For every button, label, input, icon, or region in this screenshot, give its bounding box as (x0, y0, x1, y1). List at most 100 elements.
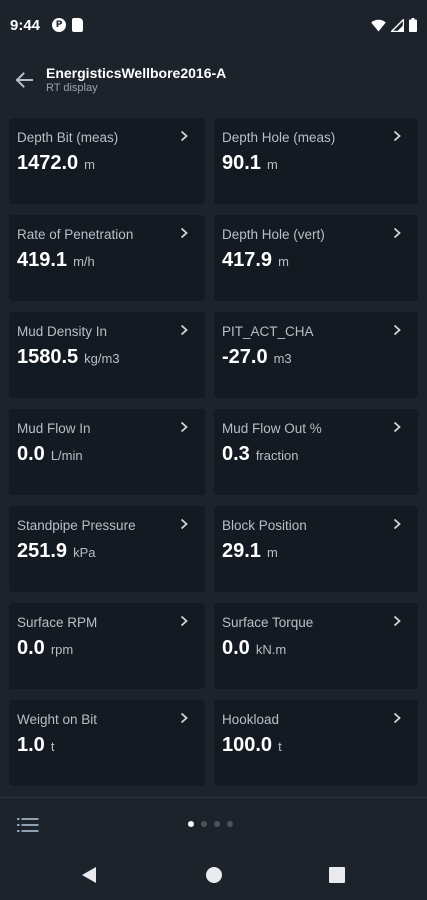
rt-card[interactable]: Surface RPM 0.0 rpm (9, 603, 205, 689)
rt-card-value: 251.9 (17, 540, 68, 562)
rt-card-value-row: 90.1 m (222, 152, 410, 175)
battery-icon (409, 18, 417, 32)
chevron-right-icon (393, 421, 401, 433)
rt-card[interactable]: Mud Flow Out % 0.3 fraction (214, 409, 418, 495)
chevron-right-icon (393, 712, 401, 724)
circle-p-icon: P (52, 18, 67, 32)
nav-back-icon[interactable] (81, 866, 97, 884)
rt-card-unit: t (278, 739, 282, 754)
nav-home-icon[interactable] (205, 866, 223, 884)
rt-card[interactable]: PIT_ACT_CHA -27.0 m3 (214, 312, 418, 398)
rt-card-value: 419.1 (17, 249, 68, 271)
rt-card[interactable]: Standpipe Pressure 251.9 kPa (9, 506, 205, 592)
rt-card-value: 100.0 (222, 734, 273, 756)
rt-card-label: Weight on Bit (17, 712, 98, 727)
rt-card[interactable]: Mud Density In 1580.5 kg/m3 (9, 312, 205, 398)
rt-card-value-row: 0.0 rpm (17, 637, 197, 660)
rt-card-label: Surface Torque (222, 615, 314, 630)
rt-card-unit: m/h (73, 254, 95, 269)
rt-card-value-row: 251.9 kPa (17, 540, 197, 563)
chevron-right-icon (393, 518, 401, 530)
page-dot[interactable] (227, 821, 233, 827)
chevron-right-icon (180, 712, 188, 724)
rt-card-label: Depth Hole (meas) (222, 130, 336, 145)
status-notification-icons: P (52, 18, 84, 32)
rt-card-unit: t (50, 739, 55, 754)
page-indicator (188, 821, 233, 827)
rt-card-value: 0.0 (17, 443, 45, 465)
chevron-right-icon (393, 227, 401, 239)
list-menu-icon[interactable] (17, 816, 39, 834)
rt-card-unit: m (266, 157, 278, 172)
status-bar: 9:44 P (0, 0, 427, 50)
rt-card-value-row: 0.0 L/min (17, 443, 197, 466)
chevron-right-icon (393, 324, 401, 336)
rt-card-value: 1580.5 (17, 346, 79, 368)
page-dot[interactable] (201, 821, 207, 827)
rt-card-value-row: 0.3 fraction (222, 443, 410, 466)
chevron-right-icon (180, 130, 188, 142)
rt-card[interactable]: Hookload 100.0 t (214, 700, 418, 786)
page-subtitle: RT display (46, 82, 98, 94)
page-dot[interactable] (214, 821, 220, 827)
rt-card-value: 1.0 (17, 734, 45, 756)
rt-card-value: 0.0 (17, 637, 45, 659)
rt-card-value: 90.1 (222, 152, 261, 174)
rt-card-label: Rate of Penetration (17, 227, 134, 242)
rt-card-value-row: -27.0 m3 (222, 346, 410, 369)
rt-card-value: 0.0 (222, 637, 250, 659)
rt-card-unit: m (84, 157, 96, 172)
rt-card[interactable]: Surface Torque 0.0 kN.m (214, 603, 418, 689)
sd-card-icon (72, 18, 84, 32)
chevron-right-icon (393, 615, 401, 627)
nav-recents-icon[interactable] (329, 867, 345, 883)
rt-card-value: 1472.0 (17, 152, 79, 174)
rt-card-value: 29.1 (222, 540, 261, 562)
status-time: 9:44 (10, 16, 41, 34)
rt-card-value: 417.9 (222, 249, 273, 271)
rt-card-label: PIT_ACT_CHA (222, 324, 314, 339)
page-title: EnergisticsWellbore2016-A (46, 65, 227, 81)
rt-card-unit: m (278, 254, 289, 269)
rt-card[interactable]: Weight on Bit 1.0 t (9, 700, 205, 786)
arrow-back-icon (15, 72, 33, 88)
rt-card-label: Hookload (222, 712, 280, 727)
rt-card-unit: fraction (255, 448, 299, 463)
rt-card[interactable]: Block Position 29.1 m (214, 506, 418, 592)
rt-card-label: Depth Hole (vert) (222, 227, 325, 242)
system-nav-bar (0, 850, 427, 900)
title-block: EnergisticsWellbore2016-A RT display (46, 65, 226, 95)
signal-icon (391, 18, 404, 32)
rt-card-unit: kg/m3 (84, 351, 120, 366)
rt-card-value-row: 417.9 m (222, 249, 410, 272)
page-dot[interactable] (188, 821, 194, 827)
chevron-right-icon (180, 518, 188, 530)
rt-card-unit: rpm (50, 642, 74, 657)
rt-card-unit: L/min (50, 448, 83, 463)
chevron-right-icon (180, 421, 188, 433)
app-bar: EnergisticsWellbore2016-A RT display (0, 52, 427, 108)
rt-card-label: Block Position (222, 518, 307, 533)
rt-card-value-row: 100.0 t (222, 734, 410, 757)
rt-card-value-row: 0.0 kN.m (222, 637, 410, 660)
chevron-right-icon (180, 227, 188, 239)
rt-card[interactable]: Depth Hole (vert) 417.9 m (214, 215, 418, 301)
rt-card-value-row: 1472.0 m (17, 152, 197, 175)
chevron-right-icon (180, 615, 188, 627)
rt-card[interactable]: Rate of Penetration 419.1 m/h (9, 215, 205, 301)
rt-card[interactable]: Depth Hole (meas) 90.1 m (214, 118, 418, 204)
rt-card-value-row: 1.0 t (17, 734, 197, 757)
rt-card-label: Surface RPM (17, 615, 98, 630)
rt-card-unit: m (266, 545, 278, 560)
rt-card-unit: m3 (273, 351, 292, 366)
rt-card-unit: kN.m (255, 642, 287, 657)
rt-card-value-row: 419.1 m/h (17, 249, 197, 272)
chevron-right-icon (180, 324, 188, 336)
chevron-right-icon (393, 130, 401, 142)
rt-card[interactable]: Mud Flow In 0.0 L/min (9, 409, 205, 495)
rt-card-label: Depth Bit (meas) (17, 130, 119, 145)
rt-card-unit: kPa (73, 545, 96, 560)
back-button[interactable] (9, 65, 39, 95)
rt-card-value-row: 29.1 m (222, 540, 410, 563)
rt-card[interactable]: Depth Bit (meas) 1472.0 m (9, 118, 205, 204)
